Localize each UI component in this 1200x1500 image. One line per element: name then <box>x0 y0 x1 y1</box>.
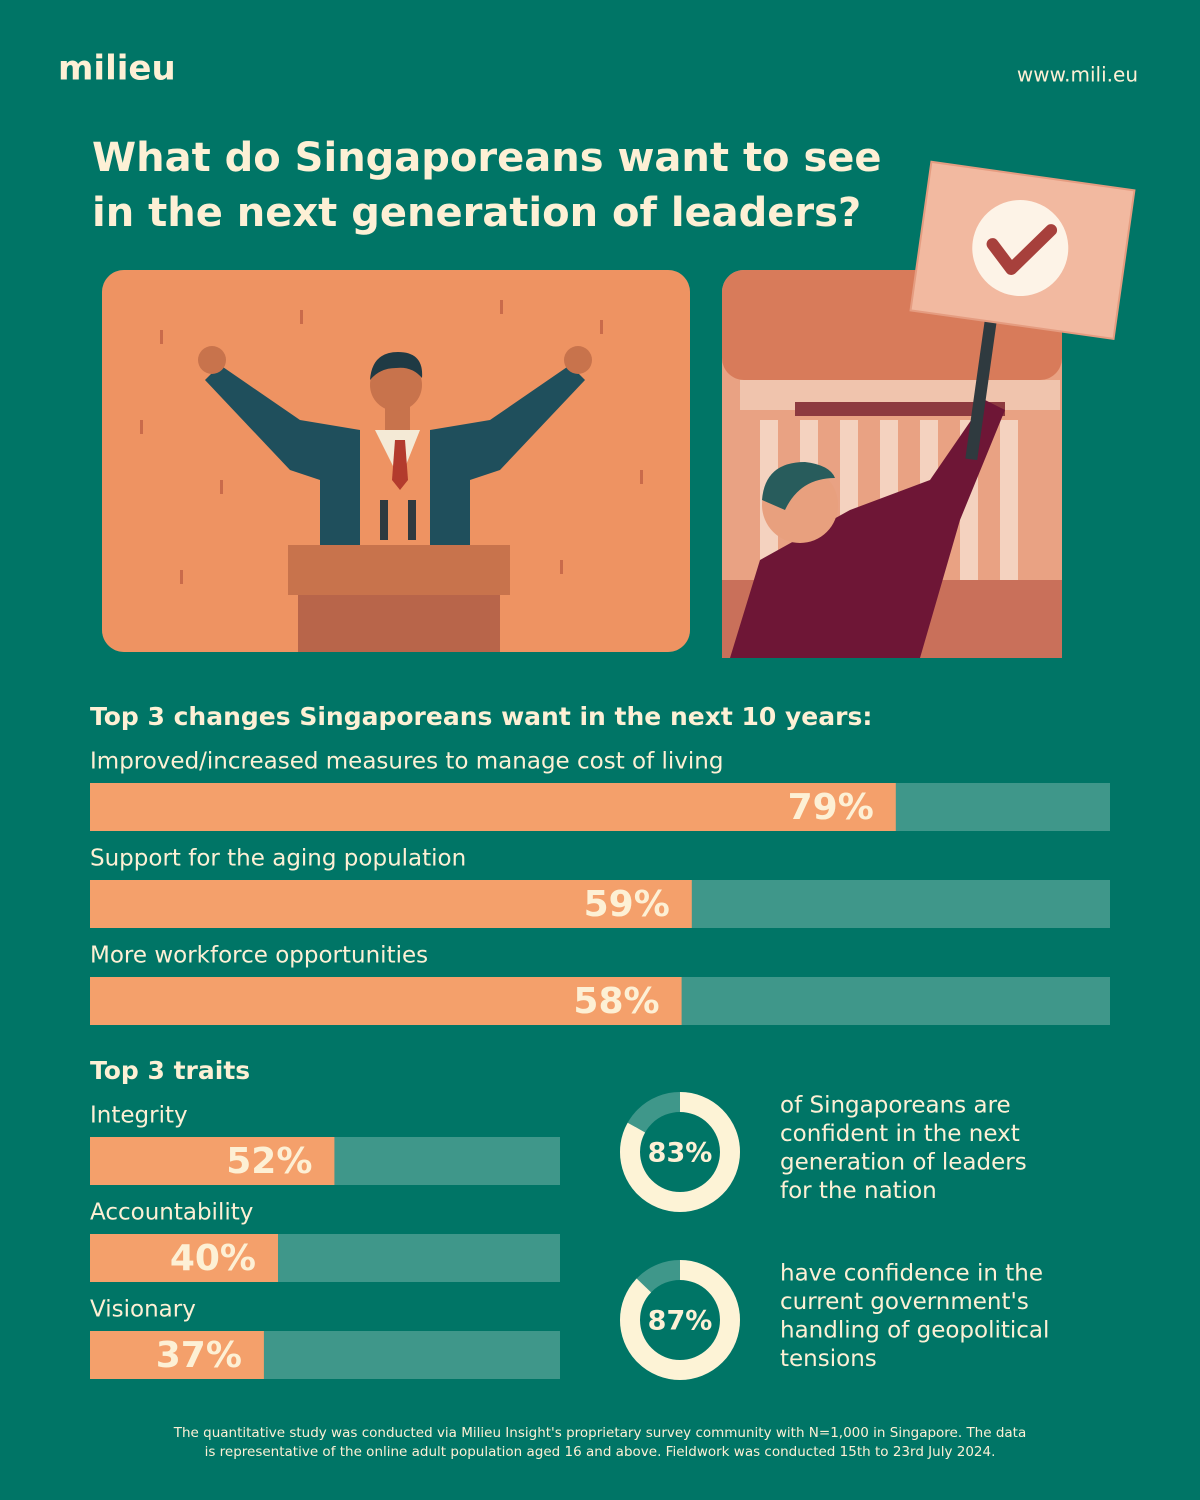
donut-value: 87% <box>648 1306 713 1337</box>
logo: milieu <box>58 49 176 89</box>
value-label: 79% <box>788 787 874 828</box>
donut-caption: confident in the next <box>780 1121 1020 1147</box>
bar <box>90 1331 264 1379</box>
voter-illustration <box>722 160 1136 658</box>
donut-caption: for the nation <box>780 1178 937 1204</box>
bar <box>90 1137 335 1185</box>
footnote-line: is representative of the online adult po… <box>205 1444 996 1460</box>
section-title: Top 3 changes Singaporeans want in the n… <box>90 702 872 731</box>
bar <box>90 977 682 1025</box>
donut-value: 83% <box>648 1138 713 1169</box>
donut-caption: of Singaporeans are <box>780 1093 1011 1119</box>
footnote-line: The quantitative study was conducted via… <box>173 1425 1027 1441</box>
donut-arc <box>620 1092 740 1212</box>
value-label: 52% <box>226 1141 312 1182</box>
bar <box>90 1234 278 1282</box>
donut-caption: current government's <box>780 1289 1029 1315</box>
donut-caption: have confidence in the <box>780 1261 1043 1287</box>
category-label: More workforce opportunities <box>90 943 428 969</box>
value-label: 37% <box>156 1335 242 1376</box>
category-label: Support for the aging population <box>90 846 466 872</box>
section-title: Top 3 traits <box>90 1056 250 1085</box>
value-label: 59% <box>584 884 670 925</box>
value-label: 40% <box>170 1238 256 1279</box>
title-line: What do Singaporeans want to see <box>92 135 882 181</box>
category-label: Accountability <box>90 1200 253 1226</box>
category-label: Improved/increased measures to manage co… <box>90 749 723 775</box>
donut-caption: generation of leaders <box>780 1150 1027 1176</box>
donut-caption: handling of geopolitical <box>780 1318 1049 1344</box>
category-label: Visionary <box>90 1297 196 1323</box>
bar <box>90 783 896 831</box>
bar <box>90 880 692 928</box>
category-label: Integrity <box>90 1103 188 1129</box>
donut-caption: tensions <box>780 1346 877 1372</box>
donut-arc <box>620 1260 740 1380</box>
title-line: in the next generation of leaders? <box>92 190 861 236</box>
url: www.mili.eu <box>1017 63 1138 87</box>
value-label: 58% <box>573 981 659 1022</box>
speaker-illustration <box>102 270 690 652</box>
